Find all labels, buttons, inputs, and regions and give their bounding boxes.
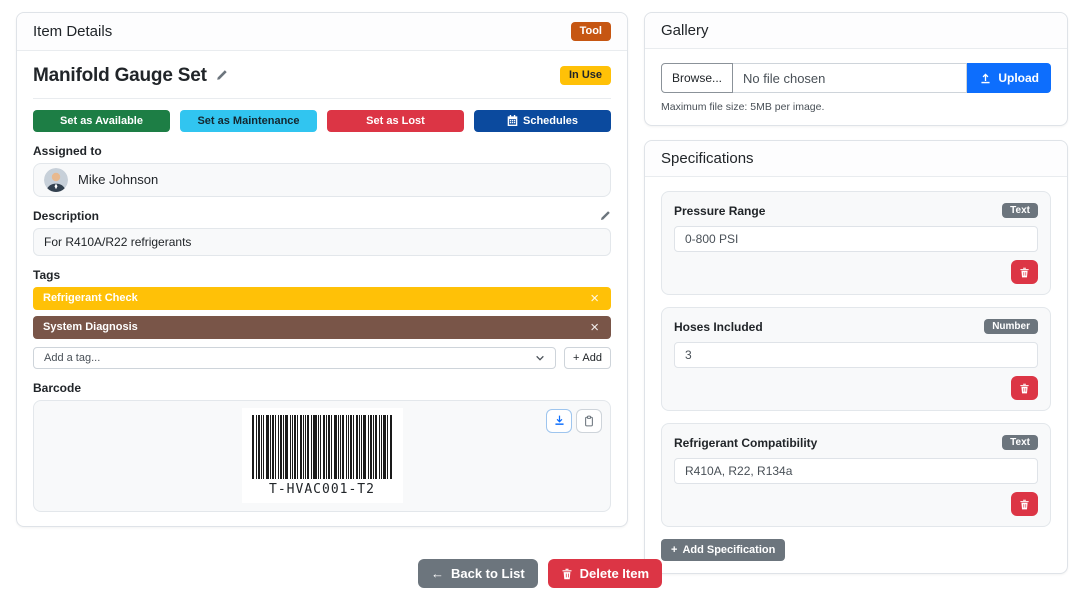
tags-label: Tags [33, 267, 61, 282]
edit-title-icon[interactable] [215, 69, 228, 82]
spec-type-badge: Text [1002, 435, 1038, 450]
remove-tag-icon[interactable]: × [590, 318, 599, 336]
panel-title: Specifications [661, 150, 754, 167]
panel-title: Gallery [661, 22, 709, 39]
specifications-panel: Specifications Pressure Range Text [644, 140, 1068, 574]
trash-icon [561, 568, 573, 580]
tag-system-diagnosis: System Diagnosis × [33, 315, 611, 339]
panel-title: Item Details [33, 22, 113, 40]
barcode-image: T-HVAC001-T2 [241, 408, 403, 504]
title-divider [33, 97, 611, 99]
back-arrow-icon: ← [430, 566, 444, 581]
spec-name: Refrigerant Compatibility [674, 435, 818, 450]
spec-name: Hoses Included [674, 319, 763, 334]
upload-icon [979, 72, 992, 85]
page-footer: ← Back to List Delete Item [0, 559, 1080, 588]
delete-spec-icon[interactable] [1011, 376, 1038, 400]
assigned-user-name: Mike Johnson [78, 172, 159, 188]
assigned-user: Mike Johnson [33, 162, 611, 197]
plus-icon: + [572, 351, 580, 364]
item-type-badge: Tool [570, 22, 611, 41]
download-barcode-icon[interactable] [546, 408, 572, 433]
specifications-header: Specifications [645, 141, 1067, 177]
avatar [44, 167, 68, 192]
spec-card-hoses-included: Hoses Included Number [661, 307, 1051, 411]
schedules-button[interactable]: Schedules [474, 109, 611, 132]
barcode-bars [251, 415, 393, 480]
add-tag-button[interactable]: + Add [563, 346, 611, 369]
item-status-badge: In Use [559, 66, 611, 85]
spec-card-refrigerant-compatibility: Refrigerant Compatibility Text [661, 423, 1051, 527]
assigned-to-label: Assigned to [33, 143, 102, 158]
delete-item-button[interactable]: Delete Item [547, 559, 663, 588]
add-tag-select[interactable]: Add a tag... [33, 346, 556, 369]
description-value: For R410A/R22 refrigerants [33, 227, 611, 256]
spec-value-input[interactable] [674, 342, 1038, 368]
set-available-button[interactable]: Set as Available [33, 109, 170, 132]
spec-name: Pressure Range [674, 203, 766, 218]
file-chosen-status[interactable]: No file chosen [733, 63, 968, 93]
tag-refrigerant-check: Refrigerant Check × [33, 286, 611, 310]
spec-value-input[interactable] [674, 458, 1038, 484]
barcode-value: T-HVAC001-T2 [269, 482, 375, 498]
spec-type-badge: Text [1002, 203, 1038, 218]
description-label: Description [33, 209, 611, 223]
set-lost-button[interactable]: Set as Lost [327, 109, 464, 132]
file-size-helper: Maximum file size: 5MB per image. [661, 101, 825, 113]
item-title: Manifold Gauge Set [33, 64, 207, 86]
plus-icon: + [671, 544, 678, 556]
delete-spec-icon[interactable] [1011, 260, 1038, 284]
spec-type-badge: Number [984, 319, 1038, 334]
barcode-container: T-HVAC001-T2 [33, 399, 611, 512]
add-specification-button[interactable]: + Add Specification [661, 539, 786, 561]
item-details-header: Item Details Tool [17, 13, 627, 51]
edit-description-icon[interactable] [599, 210, 611, 222]
gallery-panel: Gallery Browse... No file chosen Upload … [644, 12, 1068, 126]
spec-value-input[interactable] [674, 226, 1038, 252]
chevron-down-icon [535, 353, 545, 363]
set-maintenance-button[interactable]: Set as Maintenance [180, 109, 317, 132]
gallery-header: Gallery [645, 13, 1067, 49]
browse-button[interactable]: Browse... [661, 63, 734, 93]
upload-button[interactable]: Upload [967, 63, 1051, 93]
delete-spec-icon[interactable] [1011, 492, 1038, 516]
back-to-list-button[interactable]: ← Back to List [417, 559, 538, 588]
copy-barcode-icon[interactable] [576, 408, 602, 433]
barcode-label: Barcode [33, 380, 82, 395]
spec-card-pressure-range: Pressure Range Text [661, 191, 1051, 295]
calendar-icon [507, 115, 518, 127]
item-details-panel: Item Details Tool Manifold Gauge Set In … [16, 12, 628, 527]
remove-tag-icon[interactable]: × [590, 289, 599, 307]
